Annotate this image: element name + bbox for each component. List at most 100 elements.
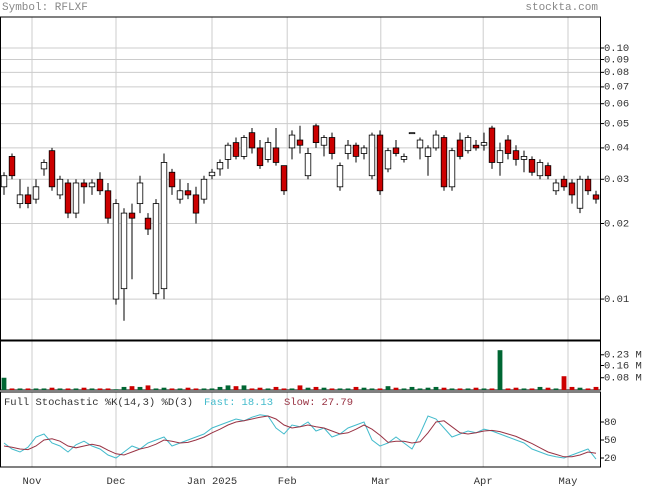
candle-body xyxy=(392,147,400,154)
candle-body xyxy=(248,132,256,149)
volume-bar xyxy=(257,387,263,390)
y-tick-label: 0.16 M xyxy=(604,360,642,372)
candle-body xyxy=(584,178,592,192)
volume-bar xyxy=(97,388,103,390)
candle-body xyxy=(176,190,184,200)
volume-bar xyxy=(521,388,527,390)
candle-body xyxy=(288,134,296,149)
x-tick-label: Jan 2025 xyxy=(187,476,237,486)
candle-body xyxy=(448,150,456,188)
candle-body xyxy=(80,182,88,188)
volume-bar xyxy=(497,350,503,390)
candle-body xyxy=(344,144,352,154)
volume-bar xyxy=(449,388,455,390)
y-tick-label: 0.05 xyxy=(604,118,629,130)
candle-body xyxy=(16,194,24,205)
candle-body xyxy=(480,142,488,146)
candle-body xyxy=(576,178,584,209)
x-tick-label: May xyxy=(559,476,578,486)
volume-bar xyxy=(233,386,239,390)
volume-bar xyxy=(513,387,519,390)
volume-bar xyxy=(121,386,127,390)
candle-body xyxy=(528,159,536,173)
y-tick-label: 80 xyxy=(604,417,617,429)
candle-body xyxy=(96,178,104,192)
candle-body xyxy=(0,175,8,188)
candle-body xyxy=(504,139,512,154)
candle-body xyxy=(536,162,544,177)
legend-name: Fast: xyxy=(204,397,236,409)
volume-bar xyxy=(489,388,495,390)
volume-bar xyxy=(17,388,23,390)
volume-bar xyxy=(481,388,487,390)
candle-body xyxy=(464,137,472,152)
y-tick-label: 50 xyxy=(604,435,617,447)
volume-bar xyxy=(217,386,223,390)
candle-body xyxy=(128,212,136,219)
volume-bar xyxy=(145,385,151,390)
candle-body xyxy=(304,153,312,177)
y-tick-label: 0.23 M xyxy=(604,350,642,362)
volume-bar xyxy=(73,388,79,390)
volume-bar xyxy=(417,388,423,390)
volume-bar xyxy=(1,377,7,390)
volume-bar xyxy=(185,387,191,390)
candle-body xyxy=(224,144,232,160)
x-tick-label: Feb xyxy=(278,476,297,486)
volume-bar xyxy=(393,387,399,390)
volume-bar xyxy=(385,386,391,390)
volume-bar xyxy=(321,387,327,390)
volume-bar xyxy=(409,386,415,390)
stoch-line xyxy=(3,414,597,460)
legend-name: Slow: xyxy=(284,397,316,409)
candle-body xyxy=(192,194,200,214)
candle-body xyxy=(408,132,416,135)
volume-bar xyxy=(113,389,119,390)
volume-bar xyxy=(593,386,599,390)
volume-bar xyxy=(473,387,479,390)
volume-bar xyxy=(305,387,311,390)
candle-body xyxy=(328,137,336,154)
candle-body xyxy=(232,142,240,157)
candle-body xyxy=(512,150,520,160)
volume-bar xyxy=(201,388,207,390)
x-tick-label: Dec xyxy=(107,476,126,486)
candle-body xyxy=(256,147,264,167)
candle-body xyxy=(296,139,304,146)
y-tick-label: 0.08 M xyxy=(604,373,642,385)
candle-body xyxy=(184,190,192,196)
candle-body xyxy=(32,186,40,200)
volume-bar xyxy=(529,388,535,390)
candle-body xyxy=(368,134,376,177)
volume-bar xyxy=(105,388,111,390)
volume-bar xyxy=(337,388,343,390)
volume-bar xyxy=(505,388,511,390)
volume-bar xyxy=(49,387,55,390)
panel-frame xyxy=(0,391,601,468)
volume-bar xyxy=(169,388,175,390)
candle-body xyxy=(568,182,576,196)
y-tick-label: 20 xyxy=(604,453,617,465)
candle-body xyxy=(456,139,464,157)
volume-bar xyxy=(265,388,271,390)
candle-body xyxy=(8,156,16,177)
x-tick-label: Nov xyxy=(23,476,42,486)
candle-body xyxy=(376,134,384,192)
volume-bar xyxy=(537,386,543,390)
volume-bar xyxy=(65,388,71,390)
candle-body xyxy=(560,178,568,188)
volume-bar xyxy=(329,388,335,390)
volume-bar xyxy=(369,388,375,390)
volume-bar xyxy=(289,388,295,390)
candle-body xyxy=(424,147,432,157)
candle-body xyxy=(496,150,504,163)
candle-body xyxy=(240,137,248,157)
candle-body xyxy=(312,125,320,143)
candle-body xyxy=(152,203,160,295)
candle-body xyxy=(280,165,288,192)
candle-body xyxy=(544,165,552,177)
legend-value: 18.13 xyxy=(242,397,274,409)
volume-bar xyxy=(249,388,255,390)
candle-body xyxy=(72,182,80,214)
volume-bar xyxy=(553,388,559,390)
